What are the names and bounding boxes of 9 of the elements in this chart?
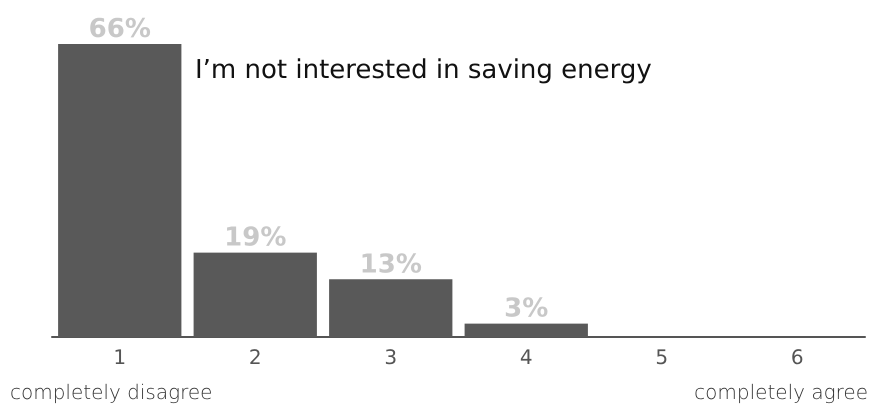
text: completely agree bbox=[694, 380, 868, 404]
x-tick-label: 4 bbox=[520, 345, 533, 369]
x-tick-label: 2 bbox=[248, 345, 262, 369]
x-tick-label: 1 bbox=[113, 345, 126, 369]
x-tick-label: 6 bbox=[790, 345, 804, 369]
text: completely disagree bbox=[10, 380, 212, 404]
x-tick-label: 5 bbox=[655, 345, 668, 369]
chart-title: I’m not interested in saving energy bbox=[195, 55, 652, 85]
x-tick-label: 3 bbox=[384, 345, 398, 369]
